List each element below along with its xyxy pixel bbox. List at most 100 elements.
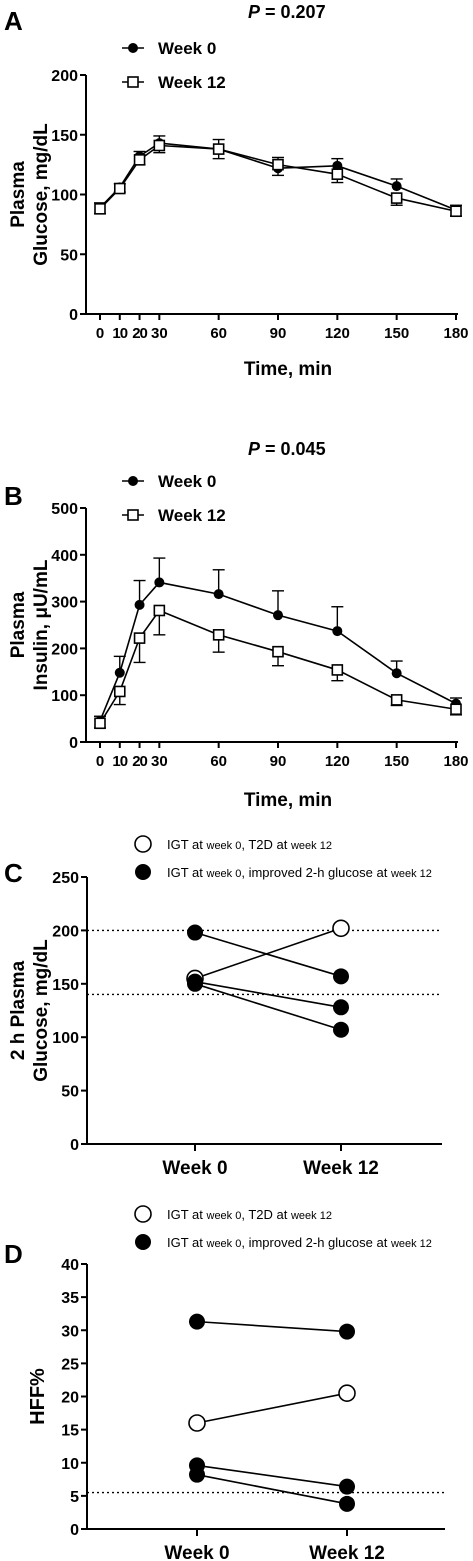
y-tick-label: 0 [70, 1522, 79, 1539]
x-axis-label: Time, min [244, 359, 332, 380]
data-point-filled [189, 1466, 205, 1483]
y-axis-label-line2: Glucose, mg/dL [31, 123, 52, 266]
legend-label-week0: Week 0 [158, 472, 216, 491]
data-point-open [332, 919, 350, 938]
legend-label-open: IGT at week 0, T2D at week 12 [167, 1207, 332, 1222]
data-point-week12 [133, 154, 146, 166]
y-axis-label-group: 2 h Plasma Glucose, mg/dL [8, 939, 52, 1082]
data-point-week0 [114, 667, 125, 678]
pair-line [196, 1464, 348, 1488]
data-point-filled [339, 1323, 355, 1340]
p-value-b: P = 0.045 [248, 439, 326, 459]
y-tick-label: 30 [61, 1323, 79, 1340]
y-tick-label: 100 [51, 188, 78, 205]
x-tick-label: 180 [443, 753, 468, 770]
y-axis-label-line2: Glucose, mg/dL [31, 939, 52, 1082]
y-tick-label: 200 [51, 641, 78, 658]
data-point-week0 [154, 577, 165, 588]
y-axis-label-group: Plasma Insulin, μU/mL [8, 559, 52, 690]
y-tick-label: 400 [51, 548, 78, 565]
p-value-a: P = 0.207 [248, 2, 326, 22]
x-tick-label: 20 [132, 325, 147, 342]
x-category-label: Week 0 [162, 1158, 227, 1179]
data-point-week12 [212, 629, 225, 641]
pair-line [194, 980, 342, 1009]
x-tick-label: 60 [210, 325, 227, 342]
legend-marker-week0 [128, 43, 138, 53]
panel-letter-c: C [4, 858, 23, 888]
data-point-week12 [133, 632, 146, 644]
data-point-open [338, 1384, 356, 1402]
data-point-week12 [331, 168, 344, 180]
data-point-week12 [94, 203, 106, 215]
data-point-week12 [113, 685, 126, 698]
data-point-week0 [332, 160, 343, 171]
legend-marker-filled [135, 1234, 151, 1250]
data-point-filled [339, 1478, 355, 1495]
data-point-week12 [450, 703, 462, 716]
data-point-week12 [272, 645, 284, 658]
legend-label-filled: IGT at week 0, improved 2-h glucose at w… [167, 865, 432, 880]
x-tick-label: 30 [151, 753, 168, 770]
data-point-week0 [391, 181, 402, 192]
y-tick-label: 25 [61, 1356, 79, 1373]
data-point-filled [187, 975, 203, 992]
pair-line [196, 1320, 348, 1333]
y-axis-label-line2: Insulin, μU/mL [31, 559, 52, 690]
y-tick-label: 200 [51, 68, 78, 85]
legend-label-week12: Week 12 [158, 73, 226, 92]
panel-letter-b: B [4, 481, 23, 511]
y-axis-label: HFF% [27, 1368, 49, 1425]
x-tick-label: 10 [112, 325, 127, 342]
x-tick-label: 60 [210, 753, 227, 770]
data-point-week12 [94, 717, 106, 730]
x-tick-label: 0 [96, 753, 104, 770]
x-category-label: Week 12 [309, 1543, 385, 1561]
data-point-filled [187, 924, 203, 941]
legend-label-week12: Week 12 [158, 506, 226, 525]
y-tick-label: 0 [69, 735, 78, 752]
data-point-week12 [390, 192, 403, 204]
x-tick-label: 30 [151, 325, 168, 342]
y-axis-label-group: HFF% [27, 1368, 49, 1425]
data-point-week12 [212, 143, 225, 155]
y-tick-label: 250 [52, 870, 79, 887]
y-tick-label: 500 [51, 501, 78, 518]
y-tick-label: 35 [61, 1290, 79, 1307]
data-point-week12 [153, 604, 166, 617]
legend-marker-filled [135, 864, 151, 880]
y-tick-label: 150 [52, 977, 79, 994]
y-axis-label-line1: Plasma [8, 161, 29, 228]
y-tick-label: 0 [69, 307, 78, 324]
data-point-week12 [153, 139, 166, 152]
data-point-filled [333, 1021, 349, 1038]
data-point-filled [189, 1313, 205, 1330]
data-point-week12 [450, 205, 462, 218]
data-point-week12 [272, 158, 284, 171]
legend-marker-week12 [127, 76, 139, 88]
legend-marker-week0 [128, 476, 138, 486]
data-point-week12 [331, 664, 344, 676]
data-point-week12 [390, 694, 403, 706]
x-tick-label: 150 [384, 325, 409, 342]
panel-letter-a: A [4, 6, 23, 36]
pair-line [196, 1473, 348, 1505]
y-tick-label: 15 [61, 1423, 79, 1440]
data-point-week0 [273, 610, 283, 621]
y-tick-label: 100 [51, 688, 78, 705]
legend-marker-week12 [127, 509, 139, 521]
x-tick-label: 90 [270, 325, 287, 342]
y-axis-label-group: Plasma Glucose, mg/dL [8, 123, 52, 266]
pair-line [194, 931, 342, 978]
y-tick-label: 50 [61, 1084, 79, 1101]
data-point-week12 [113, 182, 126, 195]
y-tick-label: 10 [61, 1456, 79, 1473]
data-point-filled [333, 999, 349, 1016]
y-tick-label: 50 [60, 247, 78, 264]
y-tick-label: 5 [70, 1489, 79, 1506]
legend-label-filled: IGT at week 0, improved 2-h glucose at w… [167, 1235, 432, 1250]
panel-letter-d: D [4, 1239, 23, 1269]
legend-label-open: IGT at week 0, T2D at week 12 [167, 837, 332, 852]
legend-marker-open [134, 1205, 152, 1223]
